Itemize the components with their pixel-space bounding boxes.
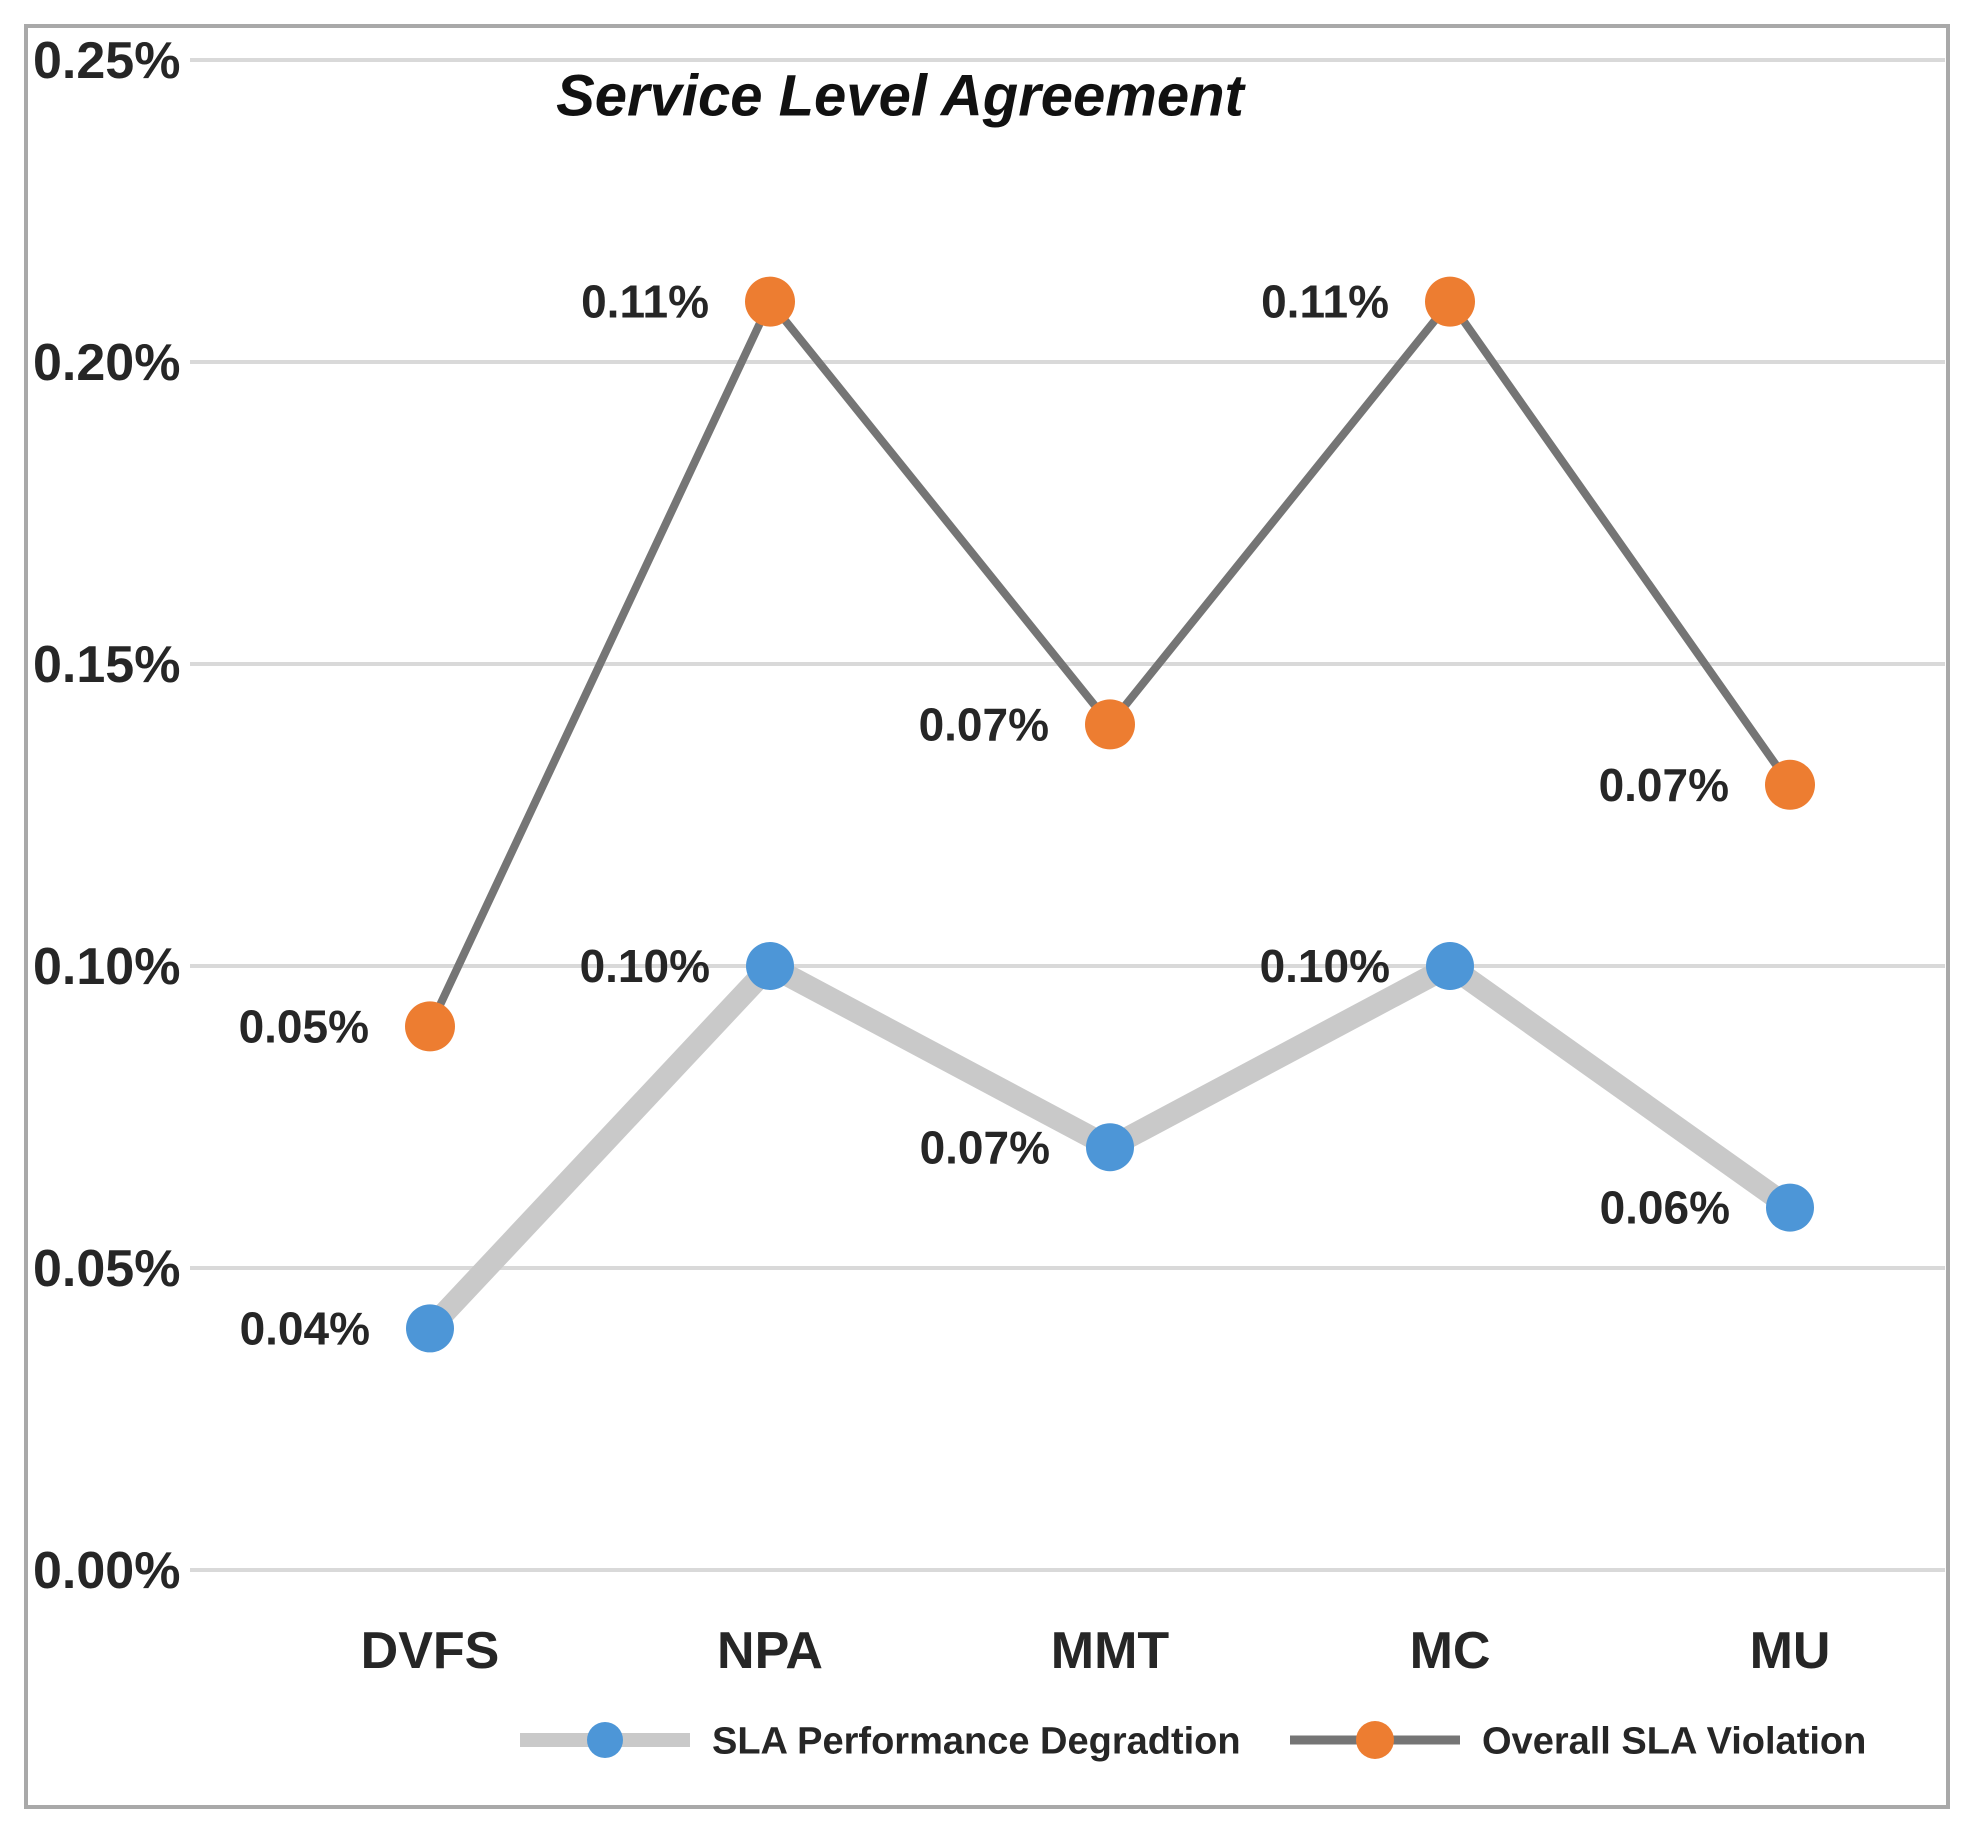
legend-item: SLA Performance Degradtion	[520, 1720, 1241, 1762]
series-0-marker	[1766, 1183, 1814, 1232]
series-0-marker	[1426, 942, 1474, 990]
data-label: 0.11%	[581, 276, 709, 328]
chart-border-frame	[24, 24, 1950, 1809]
chart-legend: SLA Performance Degradtion Overall SLA Vi…	[520, 1720, 1866, 1762]
chart-title: Service Level Agreement	[556, 63, 1246, 128]
data-label: 0.07%	[919, 699, 1049, 751]
y-axis-tick-label: 0.20%	[33, 334, 180, 392]
data-labels-layer: 0.04% 0.10% 0.07% 0.10% 0.06% 0.05% 0.11% 0.07%…	[239, 276, 1730, 1355]
y-axis-tick-label: 0.10%	[33, 938, 180, 996]
legend-marker	[1356, 1721, 1394, 1759]
y-axis-tick-label: 0.15%	[33, 636, 180, 694]
legend-marker	[587, 1722, 623, 1758]
data-label: 0.06%	[1600, 1182, 1730, 1234]
series-1-marker	[1425, 276, 1475, 327]
x-axis-category-label: NPA	[717, 1622, 823, 1680]
legend-label: SLA Performance Degradtion	[712, 1720, 1241, 1762]
gridlines-layer	[190, 58, 1945, 1572]
series-0-marker	[1086, 1123, 1134, 1172]
data-label: 0.10%	[1260, 940, 1390, 992]
y-axis-tick-label: 0.00%	[33, 1542, 180, 1600]
data-label: 0.07%	[920, 1121, 1050, 1173]
series-0-marker	[406, 1304, 454, 1353]
series-1-marker	[1085, 699, 1135, 750]
series-0-marker	[746, 942, 794, 990]
y-axis-tick-labels: 0.25% 0.20% 0.15% 0.10% 0.05% 0.00%	[33, 32, 180, 1600]
y-axis-tick-label: 0.05%	[33, 1240, 180, 1298]
legend-label: Overall SLA Violation	[1482, 1720, 1866, 1762]
data-label: 0.04%	[240, 1303, 370, 1355]
data-label: 0.11%	[1261, 276, 1389, 328]
series-1-marker	[1765, 759, 1815, 810]
series-markers-layer	[405, 276, 1815, 1353]
data-label: 0.07%	[1599, 759, 1729, 811]
y-axis-tick-label: 0.25%	[33, 32, 180, 90]
x-axis-category-label: MU	[1750, 1622, 1831, 1680]
x-axis-category-labels: DVFS NPA MMT MC MU	[361, 1622, 1831, 1680]
series-1-marker	[745, 276, 795, 327]
x-axis-category-label: DVFS	[361, 1622, 500, 1680]
series-1-marker	[405, 1001, 455, 1052]
data-label: 0.10%	[580, 940, 710, 992]
data-label: 0.05%	[239, 1001, 369, 1053]
legend-item: Overall SLA Violation	[1290, 1720, 1866, 1762]
series-lines-layer	[419, 297, 1801, 1340]
x-axis-category-label: MC	[1410, 1622, 1491, 1680]
x-axis-category-label: MMT	[1051, 1622, 1170, 1680]
